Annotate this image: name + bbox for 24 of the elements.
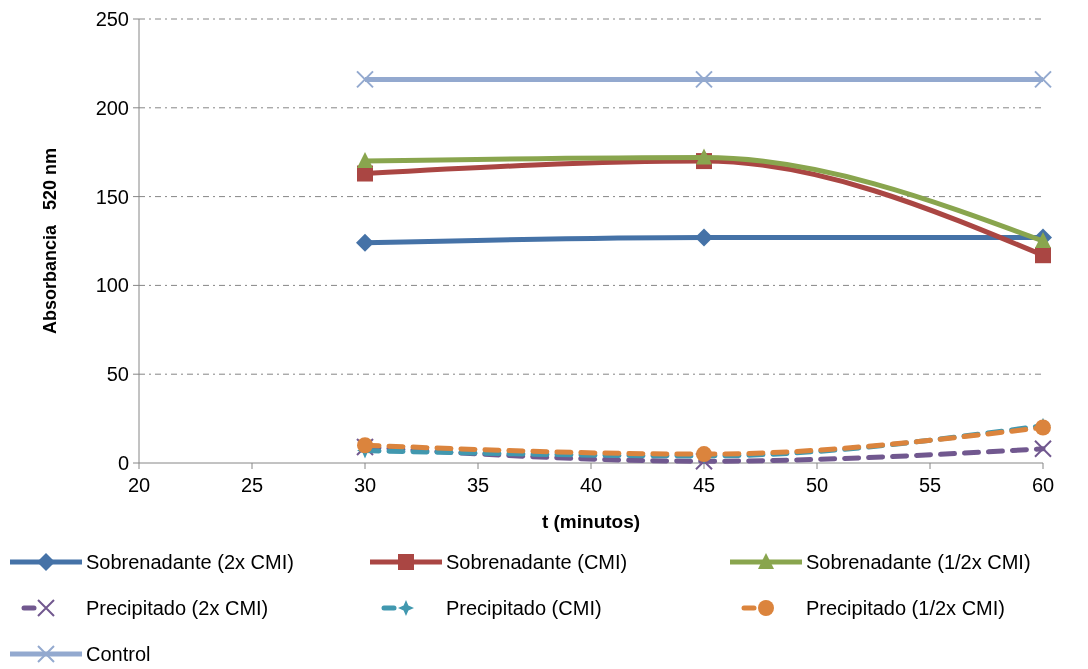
x-tick-label: 40 [579,474,603,496]
x-tick-label: 55 [918,474,942,496]
x-tick-label: 45 [692,474,716,496]
legend-label: Sobrenadante (CMI) [446,551,628,573]
legend-label: Precipitado (1/2x CMI) [806,597,1005,619]
y-tick-label: 100 [95,274,129,297]
x-tick-label: 30 [353,474,377,496]
y-axis-title: Absorbancia 520 nm [40,147,60,335]
legend-label: Precipitado (2x CMI) [86,597,269,619]
legend-label: Precipitado (CMI) [446,597,602,619]
y-tick-label: 0 [117,452,129,474]
y-tick-label: 150 [95,185,129,208]
x-axis-title: t (minutos) [541,511,641,532]
legend-label: Sobrenadante (1/2x CMI) [806,551,1031,573]
x-tick-label: 25 [240,474,264,496]
y-tick-label: 50 [106,363,129,386]
y-tick-label: 200 [95,96,129,119]
y-tick-label: 250 [95,8,129,30]
legend-label: Control [86,643,151,665]
legend-label: Sobrenadante (2x CMI) [86,551,294,573]
x-tick-label: 20 [127,474,151,496]
x-tick-label: 60 [1031,474,1055,496]
x-tick-label: 35 [466,474,490,496]
x-tick-label: 50 [805,474,829,496]
